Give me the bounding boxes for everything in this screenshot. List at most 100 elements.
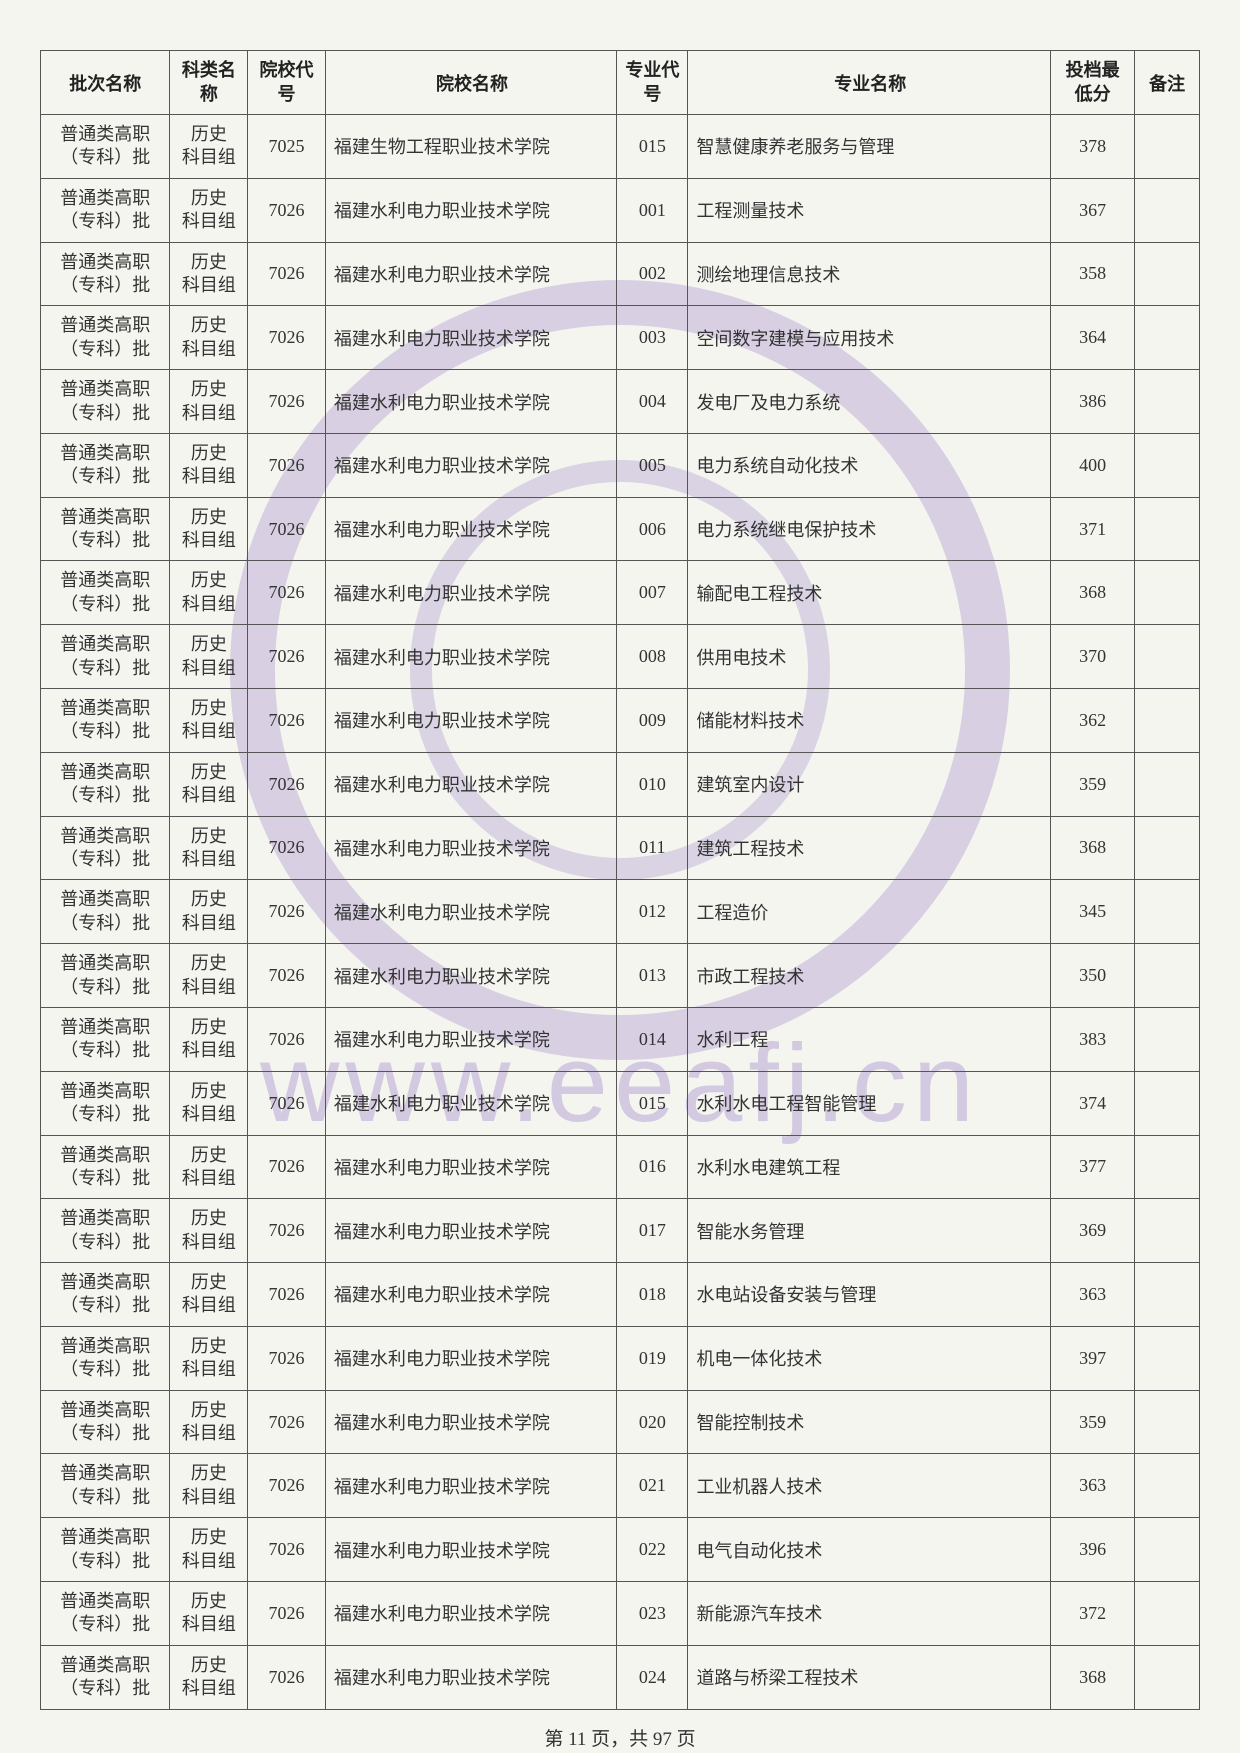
table-row: 普通类高职（专科）批历史科目组7026福建水利电力职业技术学院002测绘地理信息… [41, 242, 1200, 306]
cell-school-code: 7026 [248, 1326, 326, 1390]
cell-major-code: 015 [617, 115, 688, 179]
cell-school-code: 7026 [248, 1135, 326, 1199]
cell-school-code: 7026 [248, 1390, 326, 1454]
cell-subject: 历史科目组 [176, 1207, 241, 1254]
cell-subject: 历史科目组 [176, 442, 241, 489]
table-row: 普通类高职（专科）批历史科目组7026福建水利电力职业技术学院010建筑室内设计… [41, 752, 1200, 816]
header-subject: 科类名称 [170, 51, 248, 115]
table-row: 普通类高职（专科）批历史科目组7026福建水利电力职业技术学院019机电一体化技… [41, 1326, 1200, 1390]
cell-major-code: 019 [617, 1326, 688, 1390]
cell-major-code: 010 [617, 752, 688, 816]
cell-major-name: 智慧健康养老服务与管理 [688, 115, 1051, 179]
cell-school-name: 福建水利电力职业技术学院 [325, 1518, 616, 1582]
cell-note [1135, 433, 1200, 497]
cell-major-name: 市政工程技术 [688, 944, 1051, 1008]
cell-school-name: 福建水利电力职业技术学院 [325, 1454, 616, 1518]
table-row: 普通类高职（专科）批历史科目组7026福建水利电力职业技术学院018水电站设备安… [41, 1263, 1200, 1327]
cell-batch: 普通类高职（专科）批 [47, 952, 163, 999]
cell-major-code: 002 [617, 242, 688, 306]
cell-major-name: 供用电技术 [688, 625, 1051, 689]
cell-note [1135, 178, 1200, 242]
table-row: 普通类高职（专科）批历史科目组7026福建水利电力职业技术学院005电力系统自动… [41, 433, 1200, 497]
cell-batch: 普通类高职（专科）批 [47, 1654, 163, 1701]
cell-score: 350 [1051, 944, 1135, 1008]
cell-major-name: 电气自动化技术 [688, 1518, 1051, 1582]
cell-major-code: 009 [617, 689, 688, 753]
cell-note [1135, 1454, 1200, 1518]
cell-major-code: 018 [617, 1263, 688, 1327]
cell-major-name: 发电厂及电力系统 [688, 370, 1051, 434]
cell-subject: 历史科目组 [176, 697, 241, 744]
table-row: 普通类高职（专科）批历史科目组7026福建水利电力职业技术学院015水利水电工程… [41, 1071, 1200, 1135]
cell-major-name: 智能水务管理 [688, 1199, 1051, 1263]
cell-note [1135, 1071, 1200, 1135]
cell-batch: 普通类高职（专科）批 [47, 1335, 163, 1382]
cell-subject: 历史科目组 [176, 1399, 241, 1446]
table-row: 普通类高职（专科）批历史科目组7026福建水利电力职业技术学院013市政工程技术… [41, 944, 1200, 1008]
table-body: 普通类高职（专科）批历史科目组7025福建生物工程职业技术学院015智慧健康养老… [41, 115, 1200, 1710]
cell-score: 397 [1051, 1326, 1135, 1390]
cell-major-code: 005 [617, 433, 688, 497]
cell-major-name: 工业机器人技术 [688, 1454, 1051, 1518]
cell-school-code: 7026 [248, 1263, 326, 1327]
cell-subject: 历史科目组 [176, 506, 241, 553]
cell-subject: 历史科目组 [176, 952, 241, 999]
header-school-name: 院校名称 [325, 51, 616, 115]
cell-major-name: 道路与桥梁工程技术 [688, 1645, 1051, 1709]
cell-note [1135, 115, 1200, 179]
cell-score: 359 [1051, 752, 1135, 816]
cell-batch: 普通类高职（专科）批 [47, 1526, 163, 1573]
cell-school-code: 7026 [248, 178, 326, 242]
cell-batch: 普通类高职（专科）批 [47, 1399, 163, 1446]
cell-note [1135, 752, 1200, 816]
cell-subject: 历史科目组 [176, 1080, 241, 1127]
cell-note [1135, 1199, 1200, 1263]
cell-major-name: 机电一体化技术 [688, 1326, 1051, 1390]
cell-subject: 历史科目组 [176, 1144, 241, 1191]
cell-school-name: 福建水利电力职业技术学院 [325, 752, 616, 816]
cell-school-code: 7026 [248, 1007, 326, 1071]
cell-school-code: 7026 [248, 1645, 326, 1709]
cell-school-code: 7026 [248, 1518, 326, 1582]
cell-school-code: 7026 [248, 1199, 326, 1263]
cell-major-name: 水利水电建筑工程 [688, 1135, 1051, 1199]
cell-school-name: 福建水利电力职业技术学院 [325, 1007, 616, 1071]
table-row: 普通类高职（专科）批历史科目组7026福建水利电力职业技术学院007输配电工程技… [41, 561, 1200, 625]
cell-score: 363 [1051, 1263, 1135, 1327]
cell-note [1135, 306, 1200, 370]
cell-school-code: 7026 [248, 944, 326, 1008]
cell-score: 358 [1051, 242, 1135, 306]
cell-note [1135, 370, 1200, 434]
cell-note [1135, 1007, 1200, 1071]
cell-major-name: 空间数字建模与应用技术 [688, 306, 1051, 370]
cell-subject: 历史科目组 [176, 123, 241, 170]
cell-school-name: 福建生物工程职业技术学院 [325, 115, 616, 179]
cell-note [1135, 944, 1200, 1008]
cell-score: 368 [1051, 1645, 1135, 1709]
cell-major-name: 工程造价 [688, 880, 1051, 944]
cell-school-code: 7026 [248, 433, 326, 497]
cell-school-name: 福建水利电力职业技术学院 [325, 880, 616, 944]
cell-school-name: 福建水利电力职业技术学院 [325, 1326, 616, 1390]
cell-score: 364 [1051, 306, 1135, 370]
cell-major-code: 012 [617, 880, 688, 944]
cell-school-name: 福建水利电力职业技术学院 [325, 1581, 616, 1645]
cell-school-name: 福建水利电力职业技术学院 [325, 242, 616, 306]
cell-major-code: 015 [617, 1071, 688, 1135]
cell-score: 383 [1051, 1007, 1135, 1071]
cell-batch: 普通类高职（专科）批 [47, 187, 163, 234]
cell-major-name: 测绘地理信息技术 [688, 242, 1051, 306]
cell-major-code: 003 [617, 306, 688, 370]
cell-batch: 普通类高职（专科）批 [47, 506, 163, 553]
cell-major-code: 017 [617, 1199, 688, 1263]
cell-batch: 普通类高职（专科）批 [47, 1207, 163, 1254]
admission-table: 批次名称 科类名称 院校代号 院校名称 专业代号 专业名称 投档最低分 备注 普… [40, 50, 1200, 1710]
table-row: 普通类高职（专科）批历史科目组7026福建水利电力职业技术学院022电气自动化技… [41, 1518, 1200, 1582]
table-header-row: 批次名称 科类名称 院校代号 院校名称 专业代号 专业名称 投档最低分 备注 [41, 51, 1200, 115]
cell-major-name: 新能源汽车技术 [688, 1581, 1051, 1645]
cell-major-name: 储能材料技术 [688, 689, 1051, 753]
cell-major-name: 水电站设备安装与管理 [688, 1263, 1051, 1327]
cell-school-code: 7025 [248, 115, 326, 179]
cell-score: 371 [1051, 497, 1135, 561]
cell-batch: 普通类高职（专科）批 [47, 1462, 163, 1509]
